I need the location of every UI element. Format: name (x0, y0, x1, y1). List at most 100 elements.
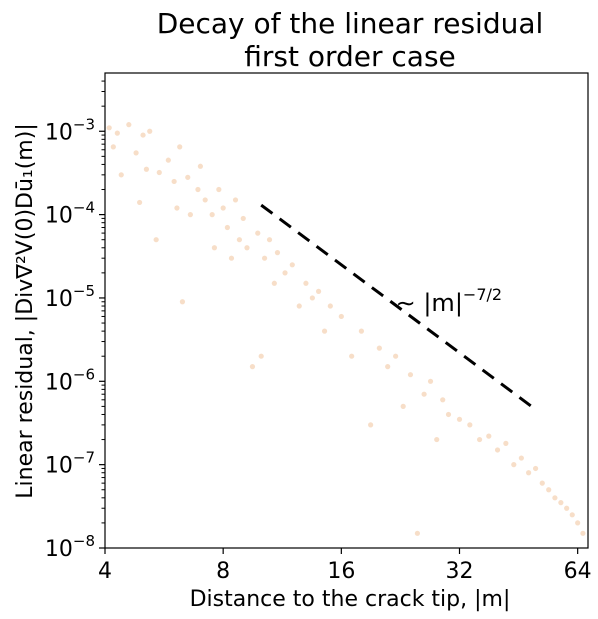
scatter-point (147, 128, 153, 134)
scatter-point (195, 186, 201, 193)
x-tick-label: 64 (564, 559, 592, 584)
scatter-point (216, 186, 222, 193)
scatter-points (106, 122, 586, 536)
scatter-point (174, 205, 180, 211)
scatter-point (185, 174, 191, 180)
scatter-point (358, 328, 365, 334)
x-axis-label: Distance to the crack tip, |m| (190, 587, 511, 612)
scatter-point (156, 169, 162, 176)
scatter-point (171, 178, 177, 185)
scatter-point (118, 172, 124, 178)
scatter-point (445, 411, 452, 418)
scatter-point (539, 480, 545, 486)
title-line-2: first order case (244, 40, 456, 73)
scatter-point (289, 262, 295, 268)
scatter-point (503, 440, 509, 446)
scatter-point (228, 255, 235, 261)
y-axis-label: Linear residual, |Div∇²V(0)Dū₁(m)| (13, 123, 38, 498)
scatter-point (434, 436, 440, 443)
scatter-point (202, 197, 208, 203)
scatter-point (564, 505, 570, 511)
scatter-point (518, 455, 524, 461)
scatter-point (552, 495, 558, 501)
scatter-point (303, 280, 309, 286)
scatter-point (133, 150, 139, 156)
scatter-point (232, 197, 239, 203)
scatter-point (400, 403, 406, 409)
scatter-point (558, 500, 564, 506)
scatter-point (580, 530, 586, 536)
scatter-point (327, 303, 333, 309)
scatter-point (321, 328, 328, 334)
scatter-point (274, 250, 281, 256)
x-tick-label: 32 (445, 559, 473, 584)
scatter-point (240, 215, 246, 222)
y-tick-label: 10−3 (45, 115, 95, 145)
scatter-point (255, 230, 261, 236)
scatter-point (140, 132, 146, 138)
x-tick-label: 8 (216, 559, 230, 584)
scatter-point (282, 270, 288, 276)
scatter-point (526, 470, 532, 476)
scatter-point (179, 299, 186, 305)
scatter-point (368, 422, 374, 428)
scatter-point (440, 397, 446, 403)
scatter-point (143, 166, 150, 172)
x-tick-label: 4 (98, 559, 112, 584)
chart-title: Decay of the linear residual first order… (157, 7, 544, 73)
scatter-point (261, 255, 268, 261)
y-tick-label: 10−4 (45, 199, 95, 229)
scatter-point (197, 163, 203, 169)
scatter-point (376, 345, 382, 351)
scatter-point (249, 364, 256, 370)
scatter-point (153, 237, 159, 243)
scatter-point (421, 391, 427, 397)
scatter-point (258, 353, 264, 359)
scatter-point (393, 353, 399, 359)
scatter-point (114, 130, 120, 136)
plot-frame (104, 72, 589, 549)
scatter-point (427, 378, 434, 384)
scatter-point (385, 364, 391, 370)
y-tick-label: 10−8 (45, 532, 95, 562)
scatter-point (271, 280, 277, 286)
reference-line (260, 203, 537, 411)
scatter-point (414, 530, 421, 536)
scatter-point (220, 205, 226, 211)
scatter-point (110, 144, 116, 150)
y-tick-label: 10−7 (45, 449, 95, 479)
scatter-point (309, 295, 315, 301)
scatter-point (532, 465, 539, 472)
y-axis: 10−8 10−7 10−6 10−5 10−4 10−3 (45, 80, 105, 562)
scatter-point (467, 422, 473, 428)
scatter-point (126, 122, 132, 128)
slope-annotation: ∼ |m|−7/2 (396, 285, 502, 317)
scatter-point (177, 144, 183, 150)
scatter-point (407, 372, 414, 378)
scatter-point (165, 157, 171, 163)
scatter-point (476, 436, 483, 443)
scatter-point (236, 237, 243, 243)
scatter-point (244, 245, 250, 251)
scatter-point (296, 303, 302, 309)
scatter-point (137, 199, 143, 206)
scatter-point (106, 125, 112, 131)
scatter-point (349, 353, 355, 359)
scatter-point (511, 462, 517, 468)
scatter-point (338, 313, 344, 320)
scatter-point (569, 512, 575, 518)
x-axis: 4 8 16 32 64 (98, 548, 592, 584)
x-tick-label: 16 (327, 559, 355, 584)
y-tick-label: 10−5 (45, 282, 95, 312)
scatter-point (266, 237, 273, 243)
scatter-point (211, 245, 218, 251)
scatter-point (456, 416, 463, 422)
y-tick-label: 10−6 (45, 365, 95, 395)
scatter-point (575, 520, 581, 526)
scatter-point (546, 487, 552, 493)
scatter-point (494, 447, 501, 453)
scatter-point (315, 288, 322, 294)
scatter-point (224, 224, 230, 231)
scatter-point (187, 212, 193, 218)
